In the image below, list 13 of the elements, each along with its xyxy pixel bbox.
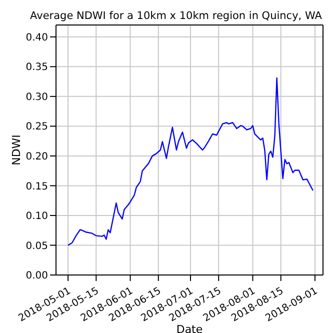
x-axis-title: Date <box>176 323 203 333</box>
y-tick-label: 0.00 <box>26 270 48 282</box>
line-series <box>67 77 314 246</box>
y-tick-label: 0.20 <box>26 152 48 162</box>
y-tick-label: 0.35 <box>26 62 48 74</box>
y-tick-label: 0.15 <box>26 181 48 192</box>
chart-title: Average NDWI for a 10km x 10km region in Quincy, WA <box>29 9 323 24</box>
y-tick-label: 0.40 <box>26 32 48 44</box>
y-axis-title: NDWI <box>10 134 23 166</box>
y-tick-label: 0.30 <box>26 92 48 103</box>
y-tick-label: 0.10 <box>26 211 48 222</box>
y-tick-label: 0.25 <box>26 122 48 133</box>
y-tick-label: 0.05 <box>26 240 48 252</box>
